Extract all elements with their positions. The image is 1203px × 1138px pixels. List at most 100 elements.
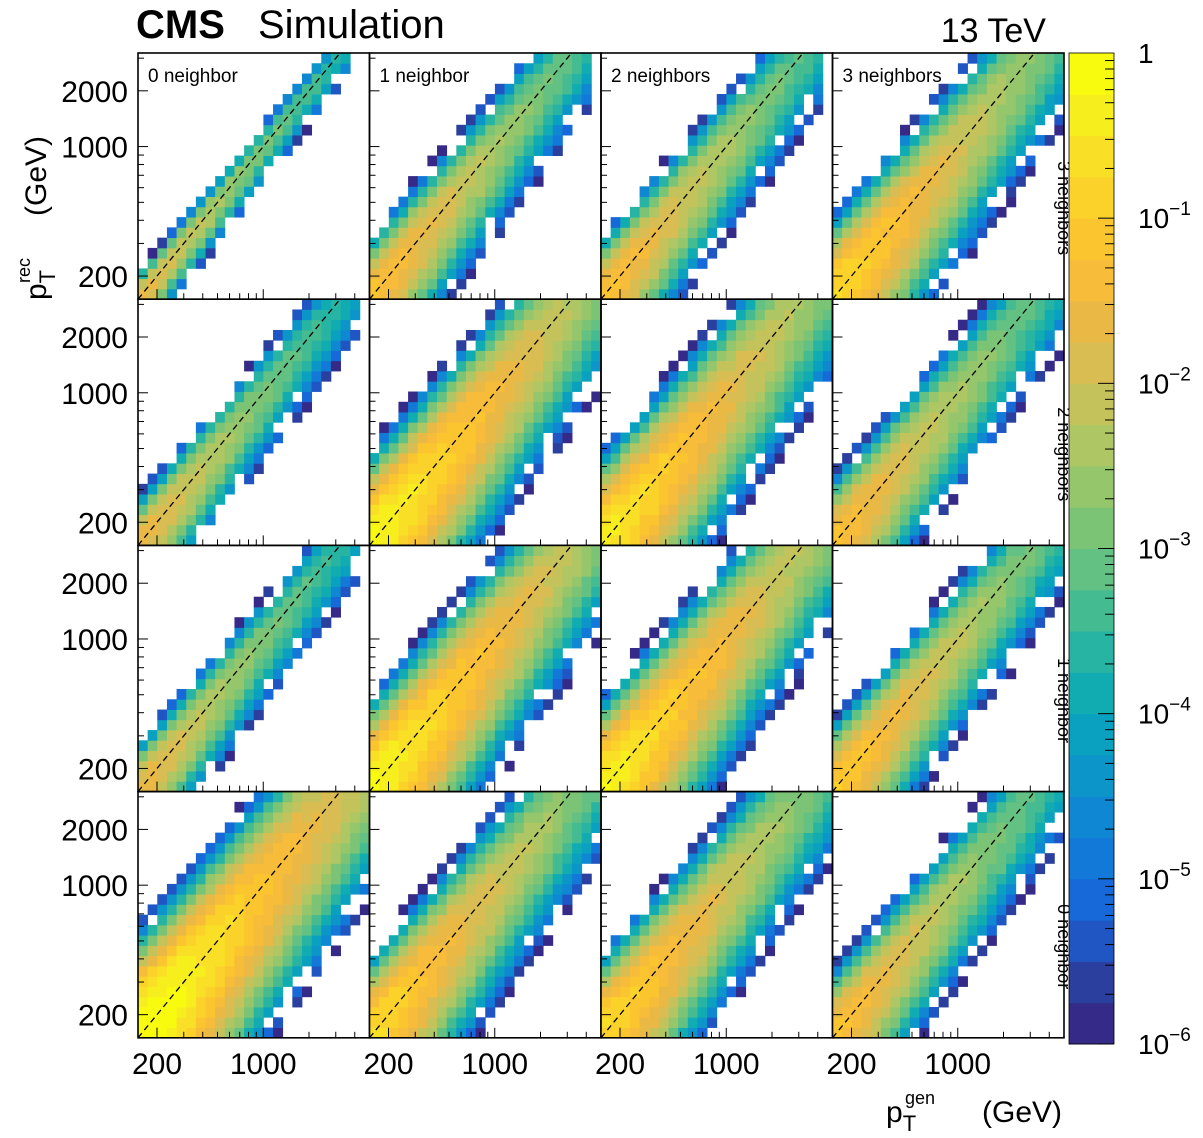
heatmap-cell: [138, 986, 149, 998]
heatmap-cell: [697, 483, 708, 495]
heatmap-cell: [736, 842, 747, 854]
heatmap-cell: [437, 391, 448, 403]
heatmap-cell: [138, 955, 149, 967]
heatmap-cell: [861, 699, 872, 710]
heatmap-cell: [938, 145, 949, 156]
heatmap-cell: [745, 165, 756, 177]
heatmap-cell: [1015, 73, 1026, 85]
heatmap-cell: [572, 617, 583, 628]
heatmap-cell: [543, 94, 554, 105]
heatmap-cell: [157, 771, 168, 782]
heatmap-cell: [253, 935, 264, 946]
heatmap-cell: [610, 483, 621, 495]
heatmap-cell: [176, 976, 187, 987]
heatmap-cell: [716, 319, 727, 331]
heatmap-cell: [475, 381, 486, 392]
heatmap-cell: [967, 247, 978, 259]
heatmap-cell: [842, 1007, 853, 1018]
heatmap-cell: [379, 227, 390, 239]
heatmap-cell: [205, 658, 216, 669]
heatmap-cell: [1025, 637, 1036, 649]
heatmap-cell: [514, 812, 525, 823]
heatmap-cell: [408, 483, 419, 495]
heatmap-cell: [745, 801, 756, 813]
heatmap-cell: [234, 453, 245, 464]
heatmap-cell: [514, 873, 525, 885]
heatmap-cell: [427, 689, 438, 700]
heatmap-cell: [726, 760, 737, 772]
heatmap-cell: [977, 186, 988, 198]
heatmap-cell: [456, 842, 467, 854]
heatmap-cell: [687, 935, 698, 946]
heatmap-cell: [398, 996, 409, 1008]
heatmap-cell: [456, 453, 467, 464]
heatmap-cell: [736, 176, 747, 187]
heatmap-cell: [716, 812, 727, 823]
panel-r0-c2: [600, 52, 834, 300]
heatmap-cell: [224, 924, 235, 936]
heatmap-cell: [147, 1017, 158, 1028]
heatmap-cell: [301, 627, 313, 639]
heatmap-cell: [234, 842, 245, 854]
heatmap-cell: [793, 596, 804, 608]
heatmap-cell: [900, 473, 911, 485]
heatmap-cell: [610, 473, 621, 485]
heatmap-cell: [282, 647, 293, 659]
heatmap-cell: [437, 996, 448, 1008]
heatmap-cell: [408, 678, 419, 690]
heatmap-cell: [919, 217, 930, 228]
heatmap-cell: [736, 678, 747, 690]
heatmap-cell: [408, 412, 419, 423]
heatmap-cell: [764, 894, 776, 905]
heatmap-cell: [948, 381, 959, 392]
heatmap-cell: [282, 955, 293, 967]
heatmap-cell: [562, 637, 573, 649]
heatmap-cell: [938, 124, 949, 136]
heatmap-cell: [234, 186, 245, 198]
heatmap-cell: [890, 524, 901, 536]
heatmap-cell: [253, 442, 264, 454]
heatmap-cell: [639, 278, 650, 290]
heatmap-cell: [996, 83, 1007, 95]
heatmap-cell: [948, 350, 959, 362]
heatmap-cell: [350, 883, 361, 895]
heatmap-cell: [687, 227, 698, 239]
heatmap-cell: [533, 801, 544, 813]
heatmap-cell: [263, 965, 274, 977]
heatmap-cell: [369, 268, 380, 280]
heatmap-cell: [437, 863, 448, 875]
heatmap-cell: [726, 350, 737, 362]
heatmap-cell: [851, 719, 862, 731]
heatmap-cell: [977, 53, 988, 64]
heatmap-cell: [928, 94, 940, 105]
heatmap-cell: [552, 53, 563, 64]
heatmap-cells: [369, 299, 601, 546]
heatmap-cell: [697, 678, 708, 690]
heatmap-cell: [224, 996, 235, 1008]
heatmap-cell: [938, 196, 949, 208]
heatmap-cell: [408, 258, 419, 269]
heatmap-cell: [514, 463, 525, 474]
heatmap-cell: [716, 668, 727, 680]
heatmap-cell: [253, 453, 264, 464]
heatmap-cell: [514, 165, 525, 177]
heatmap-cell: [668, 432, 679, 444]
heatmap-cell: [437, 709, 448, 721]
heatmap-cell: [957, 247, 968, 259]
heatmap-cell: [311, 873, 322, 885]
heatmap-cell: [292, 863, 303, 875]
heatmap-cell: [668, 155, 679, 167]
heatmap-cell: [273, 329, 284, 341]
heatmap-cell: [687, 842, 698, 854]
heatmap-cell: [697, 730, 708, 741]
heatmap-cell: [427, 760, 438, 772]
heatmap-cell: [629, 996, 640, 1008]
heatmap-cell: [465, 329, 477, 341]
heatmap-cell: [745, 955, 756, 967]
heatmap-cell: [851, 494, 862, 505]
heatmap-cell: [157, 514, 168, 526]
heatmap-cell: [504, 135, 515, 146]
heatmap-cell: [176, 1007, 187, 1018]
heatmap-cell: [755, 555, 766, 567]
heatmap-cell: [427, 442, 438, 454]
